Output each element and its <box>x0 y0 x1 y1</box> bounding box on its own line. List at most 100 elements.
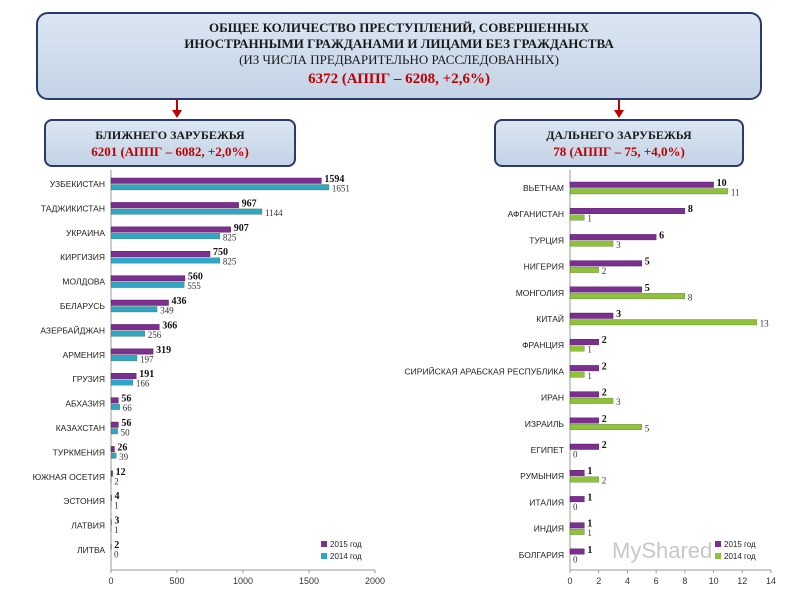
far-category-label: ЕГИПЕТ <box>531 445 564 455</box>
near-bar-2014 <box>110 257 221 264</box>
far-bar-2014 <box>569 188 729 195</box>
far-category-label: НИГЕРИЯ <box>524 262 564 272</box>
far-category-label: ИЗРАИЛЬ <box>525 419 565 429</box>
near-value-2015: 436 <box>172 296 187 307</box>
far-value-2015: 10 <box>717 178 727 189</box>
far-value-2014: 2 <box>602 476 607 486</box>
near-bar-2014 <box>110 233 221 239</box>
near-category-label: ТУРКМЕНИЯ <box>53 447 105 457</box>
near-tick-label: 0 <box>108 576 113 586</box>
near-legend-swatch-2014 <box>321 553 327 559</box>
near-value-2014: 66 <box>123 403 133 413</box>
far-bar-2014 <box>569 476 599 483</box>
arrow-right-icon <box>614 100 624 118</box>
arrow-left-icon <box>172 100 182 118</box>
near-value-2015: 560 <box>188 272 203 283</box>
near-value-2015: 4 <box>115 491 120 502</box>
far-value-2015: 2 <box>602 335 607 346</box>
near-category-label: АБХАЗИЯ <box>65 399 105 409</box>
far-value-2014: 2 <box>602 266 607 276</box>
near-bar-2014 <box>110 403 120 410</box>
far-tick-label: 8 <box>682 576 687 586</box>
near-abroad-title: БЛИЖНЕГО ЗАРУБЕЖЬЯ <box>95 128 245 142</box>
header-line2: ИНОСТРАННЫМИ ГРАЖДАНАМИ И ЛИЦАМИ БЕЗ ГРА… <box>184 36 614 51</box>
near-bar-2014 <box>110 428 118 435</box>
far-abroad-box: ДАЛЬНЕГО ЗАРУБЕЖЬЯ 78 (АППГ – 75, +4,0%) <box>494 119 744 167</box>
far-value-2014: 5 <box>645 423 650 433</box>
far-value-2015: 5 <box>645 257 650 268</box>
near-bar-2015 <box>110 324 160 331</box>
near-category-label: АРМЕНИЯ <box>63 350 105 360</box>
near-value-2015: 2 <box>114 540 119 551</box>
near-value-2015: 26 <box>117 442 127 453</box>
far-value-2015: 2 <box>602 388 607 399</box>
header-line3: (ИЗ ЧИСЛА ПРЕДВАРИТЕЛЬНО РАССЛЕДОВАННЫХ) <box>239 52 559 67</box>
header-total: 6372 (АППГ – 6208, +2,6%) <box>308 71 490 87</box>
far-value-2014: 1 <box>587 371 592 381</box>
far-bar-2014 <box>569 345 585 352</box>
near-value-2015: 967 <box>242 198 257 209</box>
far-value-2015: 5 <box>645 283 650 294</box>
far-value-2014: 13 <box>760 319 770 329</box>
near-value-2014: 39 <box>119 452 129 462</box>
watermark-text: MyShared <box>612 538 713 563</box>
near-bar-2015 <box>110 495 112 501</box>
near-value-2014: 2 <box>114 476 119 486</box>
far-legend-swatch-2014 <box>715 553 721 559</box>
near-value-2014: 197 <box>140 354 154 364</box>
near-category-label: КАЗАХСТАН <box>56 423 105 433</box>
near-bar-2015 <box>110 421 119 428</box>
near-value-2015: 191 <box>139 369 154 380</box>
far-value-2015: 8 <box>688 204 693 215</box>
near-bar-2014 <box>110 330 145 337</box>
near-abroad-box: БЛИЖНЕГО ЗАРУБЕЖЬЯ 6201 (АППГ – 6082, +2… <box>44 119 296 167</box>
far-category-label: РУМЫНИЯ <box>520 471 564 481</box>
near-bar-2014 <box>110 452 117 459</box>
far-abroad-value: 78 (АППГ – 75, +4,0%) <box>553 144 685 159</box>
far-bar-2014 <box>569 266 599 273</box>
far-bar-2015 <box>569 548 585 555</box>
near-value-2014: 1 <box>114 525 119 535</box>
far-bar-2014 <box>569 371 585 378</box>
near-value-2015: 56 <box>121 418 131 429</box>
far-category-label: БОЛГАРИЯ <box>519 550 564 560</box>
near-value-2015: 750 <box>213 247 228 258</box>
far-abroad-title: ДАЛЬНЕГО ЗАРУБЕЖЬЯ <box>546 128 692 142</box>
near-bar-2015 <box>110 373 137 379</box>
far-bar-2015 <box>569 391 599 398</box>
near-bar-2015 <box>110 177 322 184</box>
far-value-2014: 1 <box>587 345 592 355</box>
far-legend-label-2015: 2015 год <box>724 540 756 549</box>
near-category-label: ЛИТВА <box>77 545 105 555</box>
near-bar-2015 <box>110 226 231 233</box>
near-category-label: ЛАТВИЯ <box>71 521 105 531</box>
far-tick-label: 6 <box>654 576 659 586</box>
near-tick-label: 2000 <box>365 576 385 586</box>
far-value-2015: 3 <box>616 309 621 320</box>
near-category-label: БЕЛАРУСЬ <box>60 301 106 311</box>
far-value-2015: 1 <box>587 466 592 477</box>
near-tick-label: 1000 <box>233 576 253 586</box>
near-value-2015: 12 <box>116 467 126 478</box>
near-value-2014: 50 <box>121 428 131 438</box>
near-category-label: АЗЕРБАЙДЖАН <box>40 324 105 335</box>
near-abroad-value: 6201 (АППГ – 6082, +2,0%) <box>91 144 249 159</box>
near-bar-2015 <box>110 250 211 257</box>
far-bar-2014 <box>569 293 686 299</box>
far-bar-2015 <box>569 234 657 241</box>
far-value-2014: 8 <box>688 292 693 302</box>
near-bar-2015 <box>110 202 239 209</box>
near-bar-2014 <box>110 379 134 386</box>
far-tick-label: 0 <box>567 576 572 586</box>
far-bar-2015 <box>569 522 585 529</box>
near-bar-2015 <box>110 275 186 282</box>
near-bar-2015 <box>110 348 154 355</box>
far-tick-label: 2 <box>596 576 601 586</box>
near-value-2014: 825 <box>223 232 237 242</box>
far-bar-2014 <box>569 528 585 535</box>
near-category-label: ЭСТОНИЯ <box>63 496 105 506</box>
far-bar-2015 <box>569 443 599 450</box>
near-value-2014: 349 <box>160 306 174 316</box>
